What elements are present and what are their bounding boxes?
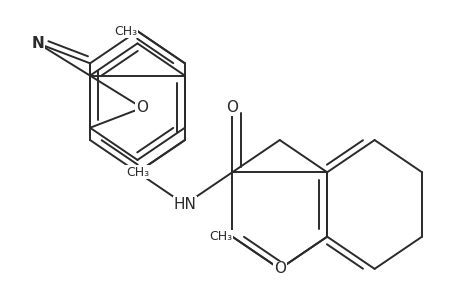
Text: CH₃: CH₃: [209, 230, 232, 243]
Text: N: N: [32, 36, 44, 51]
Text: O: O: [136, 100, 148, 115]
Text: HN: HN: [173, 197, 196, 212]
Text: CH₃: CH₃: [114, 25, 137, 38]
Text: O: O: [273, 261, 285, 276]
Text: O: O: [226, 100, 238, 115]
Text: CH₃: CH₃: [126, 166, 149, 179]
